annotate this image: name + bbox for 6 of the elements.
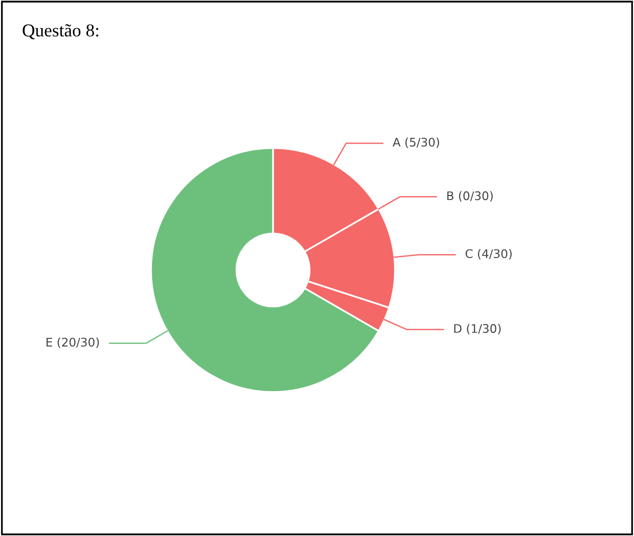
slice-label: A (5/30) bbox=[392, 138, 440, 148]
slice-label: E (20/30) bbox=[46, 338, 99, 348]
legend-label: B (0/30) bbox=[447, 191, 493, 202]
slice-label: D (1/30) bbox=[454, 324, 501, 334]
chart-title: Questão 8: bbox=[22, 24, 98, 40]
slice-label: C (4/30) bbox=[466, 248, 512, 260]
